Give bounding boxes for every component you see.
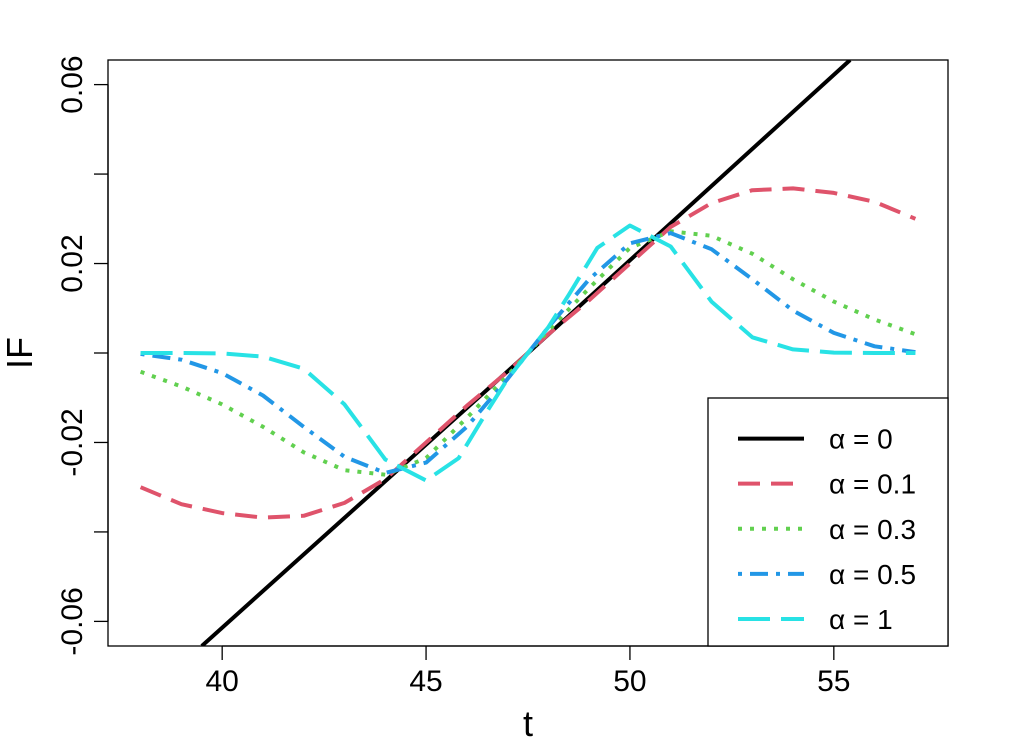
x-tick-label: 45 <box>409 665 442 698</box>
y-tick-label: -0.06 <box>56 587 89 655</box>
legend-label: α = 0 <box>829 424 893 455</box>
legend-label: α = 0.5 <box>829 559 916 590</box>
y-tick-label: -0.02 <box>56 408 89 476</box>
x-tick-label: 40 <box>205 665 238 698</box>
y-tick-label: 0.02 <box>56 234 89 292</box>
series-line-4 <box>140 223 916 483</box>
x-axis: 40 45 50 55 <box>205 645 851 698</box>
x-axis-title: t <box>523 703 533 744</box>
y-axis: -0.06 -0.02 0.02 0.06 <box>56 55 109 656</box>
y-tick-label: 0.06 <box>56 55 89 113</box>
series-layer <box>139 60 917 646</box>
legend: α = 0 α = 0.1 α = 0.3 α = 0.5 α = 1 <box>707 397 949 647</box>
legend-label: α = 0.1 <box>829 469 916 500</box>
x-tick-label: 50 <box>613 665 646 698</box>
legend-label: α = 1 <box>829 604 893 635</box>
legend-label: α = 0.3 <box>829 514 916 545</box>
y-axis-title: IF <box>0 337 40 369</box>
x-tick-label: 55 <box>817 665 850 698</box>
